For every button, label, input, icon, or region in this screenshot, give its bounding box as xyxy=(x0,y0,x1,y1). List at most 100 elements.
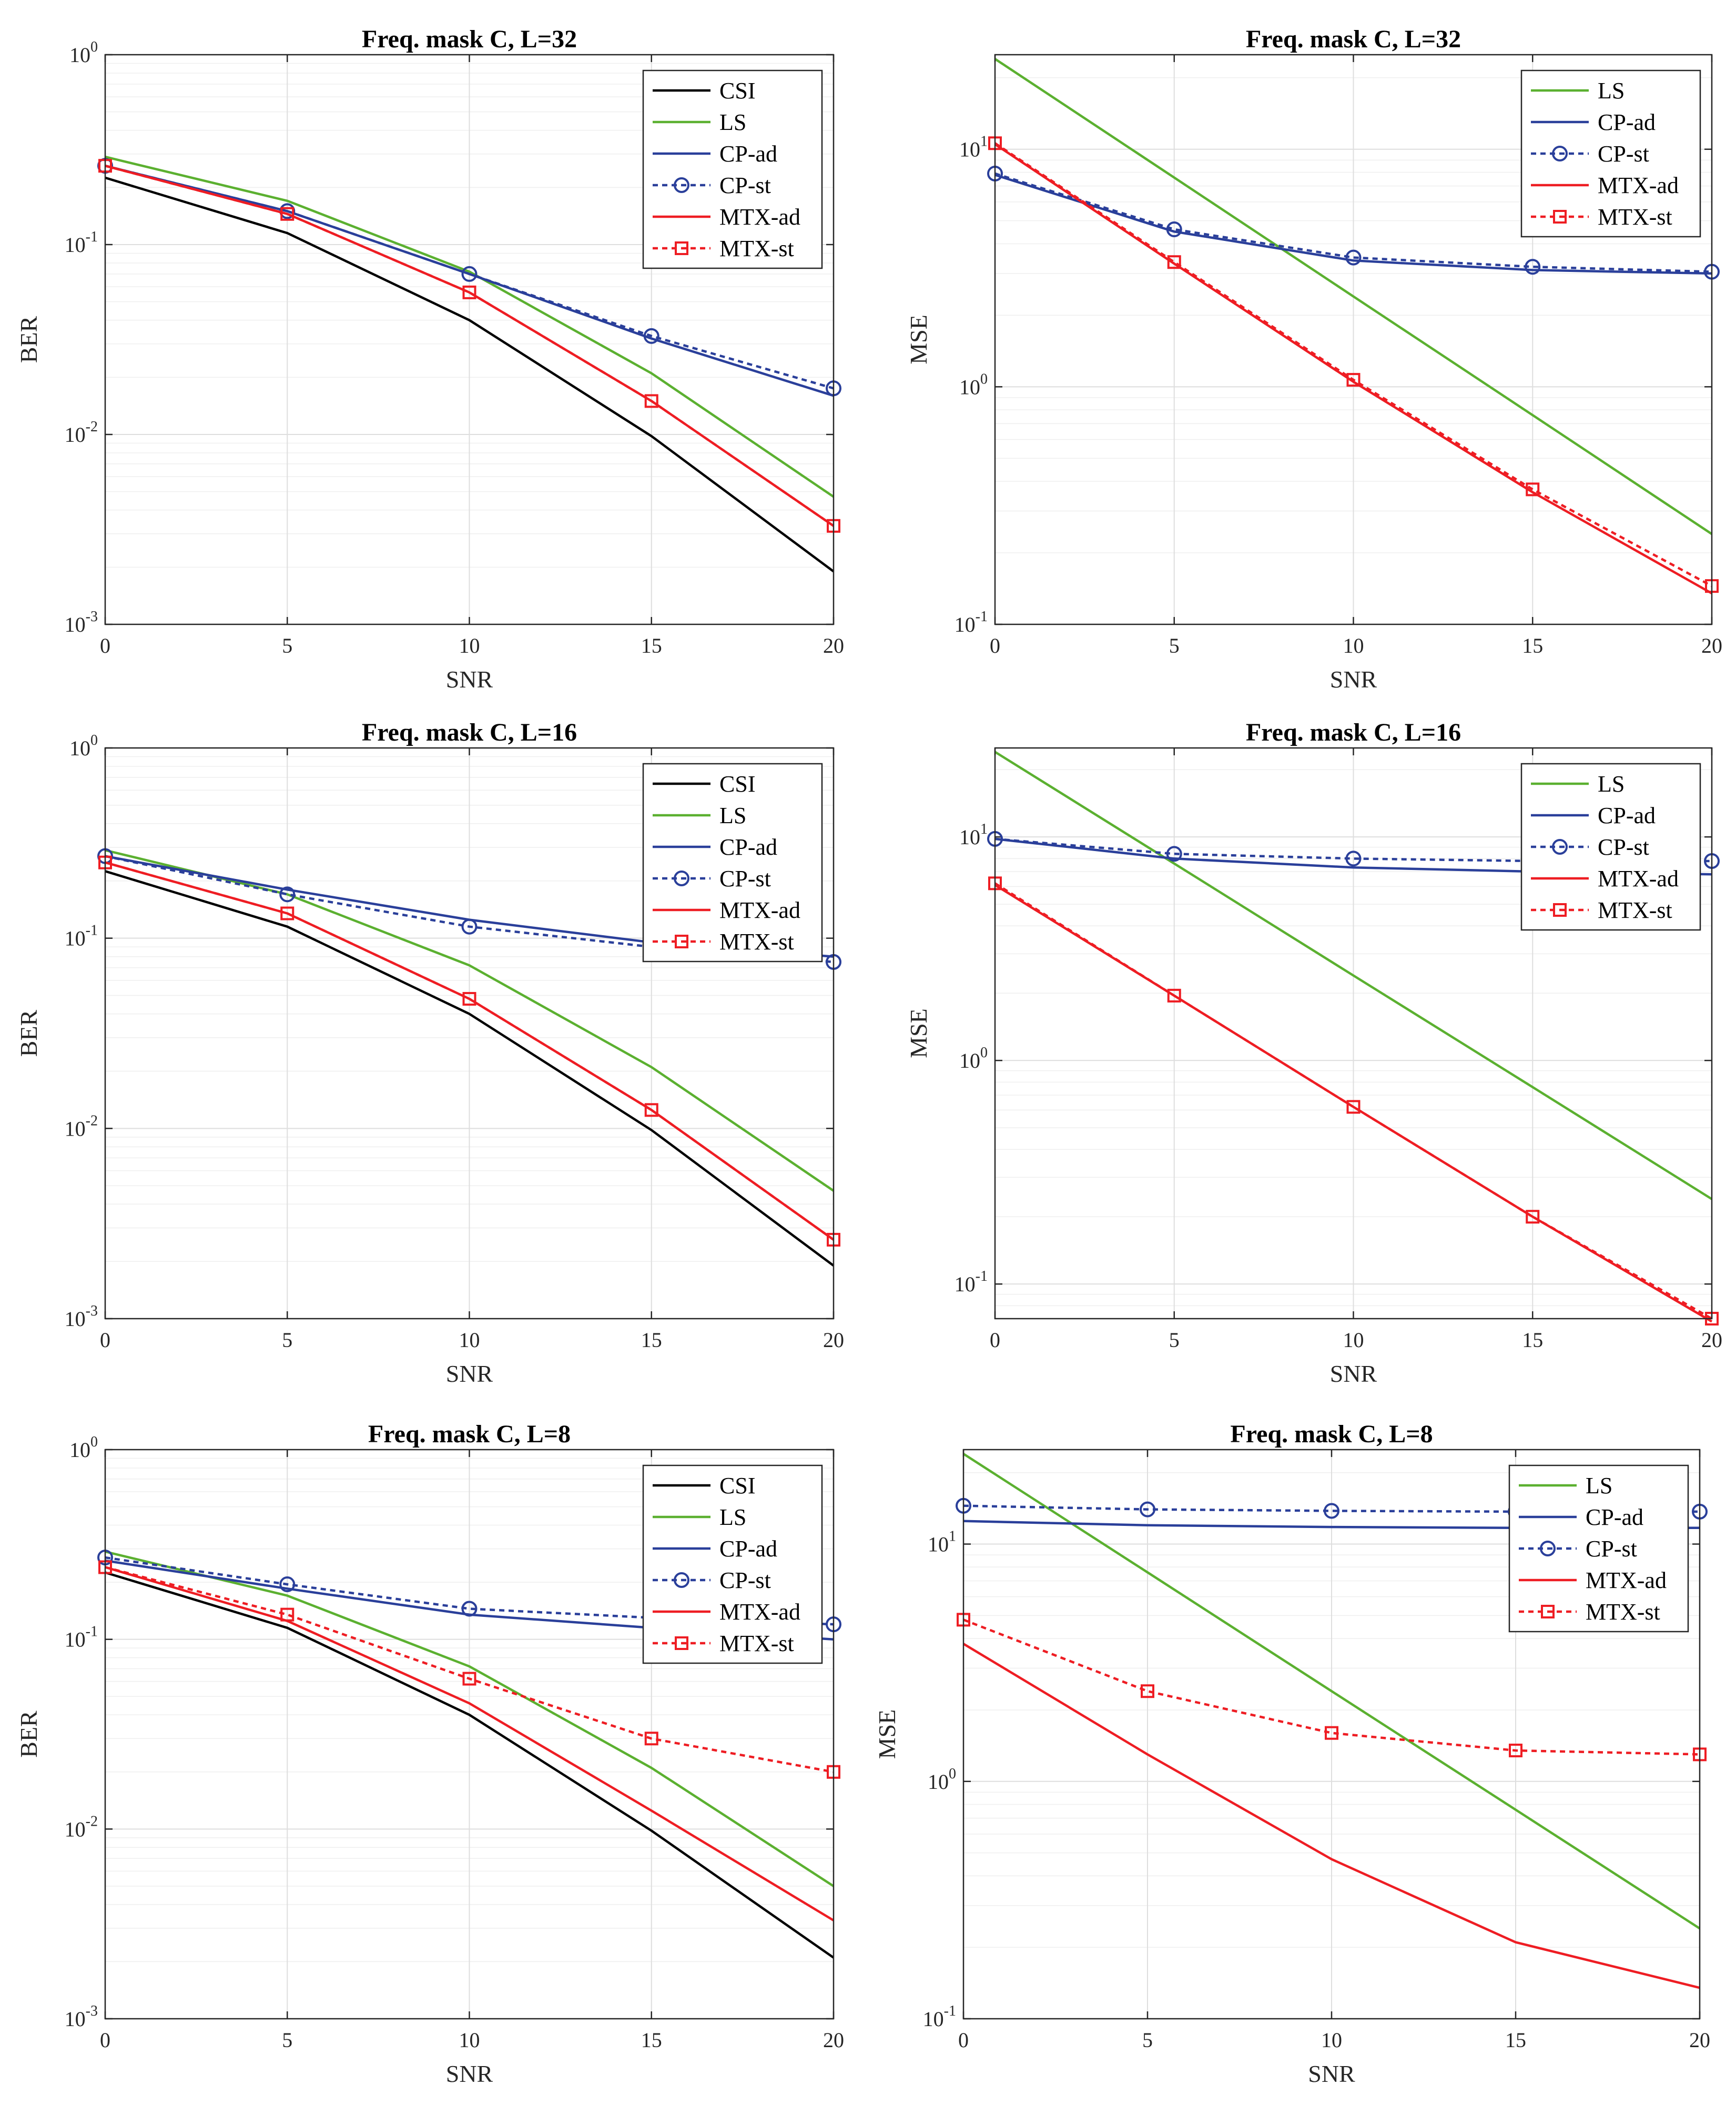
legend-marker xyxy=(1552,146,1568,161)
legend-label: CP-ad xyxy=(1598,109,1656,135)
data-point xyxy=(280,906,295,920)
legend: LS CP-ad CP-st MTX-ad MTX-st xyxy=(1508,1464,1689,1633)
data-point xyxy=(1141,1684,1154,1698)
x-tick-label: 0 xyxy=(100,1328,110,1352)
legend-label: MTX-st xyxy=(719,929,794,955)
legend-entry-mtx-st: MTX-st xyxy=(653,236,794,261)
y-axis-label: BER xyxy=(15,1711,42,1758)
x-axis-label: SNR xyxy=(1330,1360,1377,1387)
data-point xyxy=(1166,221,1182,238)
y-tick-exponent: -2 xyxy=(86,419,98,435)
y-axis-label: MSE xyxy=(905,1008,932,1058)
x-axis-label: SNR xyxy=(1308,2060,1355,2087)
legend-entry-cp-ad: CP-ad xyxy=(1531,803,1656,828)
legend-box xyxy=(642,1464,823,1664)
y-tick-exponent: 0 xyxy=(949,1766,956,1782)
y-tick-label: 10-2 xyxy=(65,1813,98,1841)
legend-entry-cp-ad: CP-ad xyxy=(653,141,777,167)
x-tick-label: 20 xyxy=(823,2028,844,2052)
legend-entry-mtx-st: MTX-st xyxy=(1531,897,1672,923)
y-axis-label: BER xyxy=(15,316,42,363)
legend-marker xyxy=(1540,1541,1556,1556)
legend-entry-mtx-ad: MTX-ad xyxy=(653,897,800,923)
chart-title: Freq. mask C, L=32 xyxy=(1246,25,1461,53)
x-tick-label: 10 xyxy=(1343,634,1364,657)
series-line xyxy=(105,165,835,527)
legend-entry-cp-st: CP-st xyxy=(653,1567,771,1593)
legend-entry-mtx-st: MTX-st xyxy=(653,929,794,955)
data-point xyxy=(280,1607,295,1622)
y-tick-exponent: 0 xyxy=(980,1045,988,1061)
y-tick-exponent: 0 xyxy=(90,1434,98,1450)
data-point xyxy=(1324,1503,1339,1519)
legend-label: CP-st xyxy=(1598,141,1649,167)
y-tick-exponent: 0 xyxy=(90,732,98,748)
y-tick-exponent: -1 xyxy=(86,1624,98,1640)
series-line xyxy=(994,172,1712,273)
y-tick-label: 10-3 xyxy=(65,1303,98,1331)
y-tick-exponent: 1 xyxy=(980,134,988,150)
y-tick-label: 101 xyxy=(928,1529,956,1556)
data-point xyxy=(643,328,659,344)
legend-entry-mtx-st: MTX-st xyxy=(1519,1599,1660,1625)
legend-box xyxy=(642,763,823,963)
series-ls xyxy=(962,1453,1701,1930)
data-point xyxy=(644,1103,658,1117)
y-tick-base: 10 xyxy=(69,43,90,67)
x-tick-label: 10 xyxy=(459,634,480,657)
y-tick-label: 10-1 xyxy=(65,923,98,950)
y-tick-label: 101 xyxy=(959,134,988,161)
y-axis-label: MSE xyxy=(874,1709,900,1759)
y-tick-label: 100 xyxy=(69,732,98,760)
data-point xyxy=(1345,851,1362,867)
x-tick-label: 15 xyxy=(1522,1328,1543,1352)
legend-marker xyxy=(674,871,689,886)
y-tick-label: 101 xyxy=(959,821,988,849)
legend-label: MTX-ad xyxy=(1598,173,1679,198)
legend-marker xyxy=(675,1636,688,1650)
x-tick-label: 5 xyxy=(1169,1328,1180,1352)
data-point xyxy=(1167,988,1181,1003)
axes-box xyxy=(994,54,1713,625)
data-point xyxy=(1526,482,1540,497)
y-tick-base: 10 xyxy=(928,1533,949,1556)
legend: CSI LS CP-ad CP-st MTX-ad MTX-st xyxy=(642,69,823,269)
x-tick-label: 15 xyxy=(641,2028,662,2052)
series-line xyxy=(994,882,1713,1320)
legend-marker xyxy=(674,1572,689,1588)
y-tick-label: 100 xyxy=(959,1045,988,1072)
y-tick-exponent: 1 xyxy=(980,821,988,837)
series-ls xyxy=(105,155,835,498)
series-line xyxy=(105,165,834,390)
legend-entry-mtx-ad: MTX-ad xyxy=(1519,1567,1667,1593)
axes-box xyxy=(994,747,1713,1320)
legend-entry-ls: LS xyxy=(1531,78,1625,104)
legend: LS CP-ad CP-st MTX-ad MTX-st xyxy=(1520,69,1701,238)
y-tick-exponent: -1 xyxy=(86,229,98,245)
y-tick-base: 10 xyxy=(65,2007,86,2031)
legend-entry-cp-st: CP-st xyxy=(653,173,771,198)
y-tick-label: 10-2 xyxy=(65,419,98,447)
data-point xyxy=(1509,1743,1522,1757)
y-tick-label: 100 xyxy=(69,39,98,67)
series-line xyxy=(962,1453,1701,1930)
data-point xyxy=(1345,249,1362,266)
y-tick-base: 10 xyxy=(65,1117,86,1140)
data-point xyxy=(1140,1501,1155,1517)
legend-label: MTX-st xyxy=(1586,1599,1660,1625)
chart-title: Freq. mask C, L=16 xyxy=(362,719,577,746)
x-tick-label: 10 xyxy=(459,2028,480,2052)
series-line xyxy=(105,1571,835,1959)
axes-box xyxy=(962,1449,1701,2020)
x-tick-label: 15 xyxy=(641,1328,662,1352)
x-tick-label: 10 xyxy=(1343,1328,1364,1352)
data-point xyxy=(462,285,476,299)
y-tick-base: 10 xyxy=(65,1817,86,1841)
x-tick-label: 0 xyxy=(100,634,110,657)
legend-label: CP-st xyxy=(719,1567,771,1593)
series-line xyxy=(105,1550,835,1887)
y-tick-label: 10-1 xyxy=(65,229,98,257)
